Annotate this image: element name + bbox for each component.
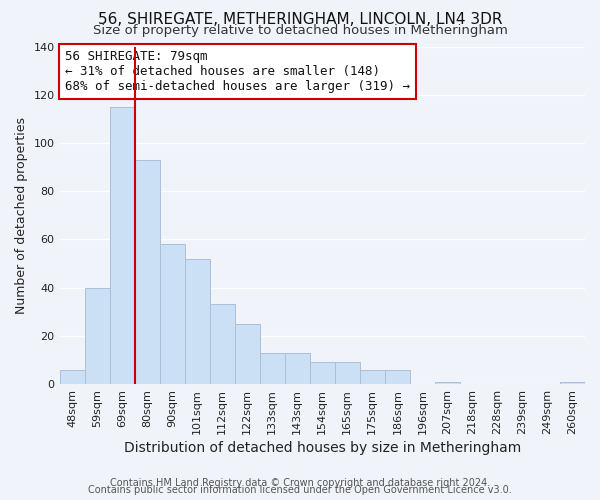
Bar <box>185 258 209 384</box>
X-axis label: Distribution of detached houses by size in Metheringham: Distribution of detached houses by size … <box>124 441 521 455</box>
Bar <box>435 382 460 384</box>
Text: Contains public sector information licensed under the Open Government Licence v3: Contains public sector information licen… <box>88 485 512 495</box>
Bar <box>209 304 235 384</box>
Bar <box>385 370 410 384</box>
Text: Contains HM Land Registry data © Crown copyright and database right 2024.: Contains HM Land Registry data © Crown c… <box>110 478 490 488</box>
Bar <box>160 244 185 384</box>
Bar <box>360 370 385 384</box>
Text: 56, SHIREGATE, METHERINGHAM, LINCOLN, LN4 3DR: 56, SHIREGATE, METHERINGHAM, LINCOLN, LN… <box>98 12 502 28</box>
Bar <box>560 382 585 384</box>
Y-axis label: Number of detached properties: Number of detached properties <box>15 117 28 314</box>
Bar <box>59 370 85 384</box>
Bar <box>310 362 335 384</box>
Bar <box>260 352 285 384</box>
Bar <box>134 160 160 384</box>
Text: 56 SHIREGATE: 79sqm
← 31% of detached houses are smaller (148)
68% of semi-detac: 56 SHIREGATE: 79sqm ← 31% of detached ho… <box>65 50 410 93</box>
Bar <box>85 288 110 384</box>
Bar <box>285 352 310 384</box>
Text: Size of property relative to detached houses in Metheringham: Size of property relative to detached ho… <box>92 24 508 37</box>
Bar <box>110 107 134 384</box>
Bar <box>335 362 360 384</box>
Bar <box>235 324 260 384</box>
